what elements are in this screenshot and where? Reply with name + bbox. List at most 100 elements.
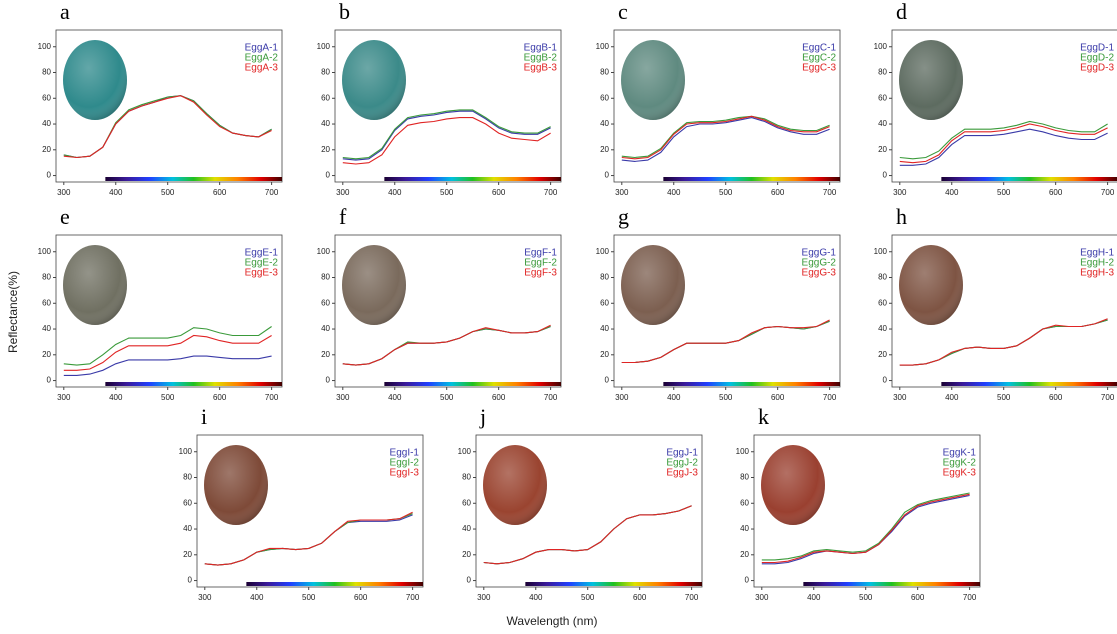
legend-entry: EggC-3 — [802, 63, 836, 74]
panel-title: e — [60, 204, 70, 229]
y-tick-label: 100 — [874, 42, 888, 51]
egg-shading — [204, 445, 268, 525]
y-tick-label: 60 — [462, 498, 471, 507]
y-tick-label: 80 — [878, 68, 887, 77]
x-tick-label: 500 — [997, 393, 1011, 402]
x-tick-label: 400 — [109, 393, 123, 402]
figure: Reflectance(%) Wavelength (nm) a02040608… — [0, 0, 1117, 634]
x-tick-label: 500 — [581, 593, 595, 602]
panel-title: i — [201, 404, 207, 429]
spectrum-bar — [663, 382, 840, 386]
y-tick-label: 80 — [321, 68, 330, 77]
panel-title: j — [479, 404, 486, 429]
y-tick-label: 40 — [321, 119, 330, 128]
y-tick-label: 60 — [321, 298, 330, 307]
y-tick-label: 20 — [183, 550, 192, 559]
panel: b020406080100300400500600700EggB-1EggB-2… — [317, 0, 561, 197]
panel-title: c — [618, 0, 628, 24]
x-tick-label: 600 — [1049, 393, 1063, 402]
legend-entry: EggB-3 — [524, 63, 558, 74]
x-tick-label: 300 — [893, 188, 907, 197]
y-tick-label: 100 — [317, 42, 331, 51]
x-tick-label: 600 — [633, 593, 647, 602]
x-tick-label: 500 — [440, 393, 454, 402]
y-tick-label: 60 — [878, 93, 887, 102]
series-line — [64, 356, 272, 375]
y-tick-label: 100 — [38, 247, 52, 256]
x-tick-label: 300 — [893, 393, 907, 402]
y-tick-label: 80 — [878, 273, 887, 282]
x-tick-label: 700 — [685, 593, 699, 602]
y-tick-label: 100 — [596, 42, 610, 51]
y-tick-label: 80 — [42, 68, 51, 77]
x-tick-label: 500 — [997, 188, 1011, 197]
spectrum-bar — [525, 582, 702, 586]
x-tick-label: 500 — [161, 393, 175, 402]
y-tick-label: 60 — [600, 93, 609, 102]
egg-shading — [621, 40, 685, 120]
y-tick-label: 80 — [183, 473, 192, 482]
series-line — [900, 124, 1108, 163]
legend-entry: EggF-3 — [524, 268, 557, 279]
y-tick-label: 60 — [183, 498, 192, 507]
x-tick-label: 600 — [213, 393, 227, 402]
y-tick-label: 20 — [42, 350, 51, 359]
spectrum-bar — [941, 382, 1117, 386]
series-line — [343, 325, 551, 365]
x-tick-label: 500 — [440, 188, 454, 197]
egg-shading — [761, 445, 825, 525]
y-tick-label: 40 — [42, 324, 51, 333]
y-tick-label: 100 — [874, 247, 888, 256]
panel: d020406080100300400500600700EggD-1EggD-2… — [874, 0, 1117, 197]
y-tick-label: 40 — [600, 119, 609, 128]
x-tick-label: 600 — [213, 188, 227, 197]
x-tick-label: 400 — [807, 593, 821, 602]
x-tick-label: 400 — [250, 593, 264, 602]
spectrum-bar — [246, 582, 423, 586]
egg-shading — [342, 245, 406, 325]
y-tick-label: 80 — [740, 473, 749, 482]
y-tick-label: 100 — [596, 247, 610, 256]
series-line — [622, 320, 830, 363]
x-tick-label: 500 — [859, 593, 873, 602]
x-tick-label: 600 — [771, 393, 785, 402]
panel-title: b — [339, 0, 350, 24]
y-tick-label: 20 — [878, 145, 887, 154]
x-tick-label: 700 — [1101, 188, 1115, 197]
y-tick-label: 80 — [462, 473, 471, 482]
series-line — [900, 122, 1108, 159]
x-tick-label: 500 — [302, 593, 316, 602]
series-line — [900, 319, 1108, 365]
x-tick-label: 300 — [755, 593, 769, 602]
y-tick-label: 100 — [179, 447, 193, 456]
spectrum-bar — [105, 382, 282, 386]
x-tick-label: 600 — [911, 593, 925, 602]
egg-shading — [483, 445, 547, 525]
x-tick-label: 500 — [719, 188, 733, 197]
y-tick-label: 80 — [42, 273, 51, 282]
legend-entry: EggD-3 — [1080, 63, 1114, 74]
panel-title: k — [758, 404, 769, 429]
panel: j020406080100300400500600700EggJ-1EggJ-2… — [458, 404, 702, 602]
panel-title: a — [60, 0, 70, 24]
y-tick-label: 20 — [600, 350, 609, 359]
y-tick-label: 0 — [605, 171, 610, 180]
panel: i020406080100300400500600700EggI-1EggI-2… — [179, 404, 423, 602]
y-tick-label: 40 — [462, 524, 471, 533]
y-tick-label: 0 — [605, 376, 610, 385]
x-tick-label: 700 — [406, 593, 420, 602]
x-tick-label: 700 — [963, 593, 977, 602]
y-tick-label: 60 — [42, 298, 51, 307]
y-tick-label: 0 — [47, 376, 52, 385]
legend-entry: EggA-3 — [245, 63, 279, 74]
x-tick-label: 400 — [667, 393, 681, 402]
x-tick-label: 600 — [492, 188, 506, 197]
egg-shading — [899, 40, 963, 120]
x-tick-label: 300 — [336, 393, 350, 402]
x-tick-label: 700 — [544, 393, 558, 402]
y-tick-label: 0 — [326, 171, 331, 180]
